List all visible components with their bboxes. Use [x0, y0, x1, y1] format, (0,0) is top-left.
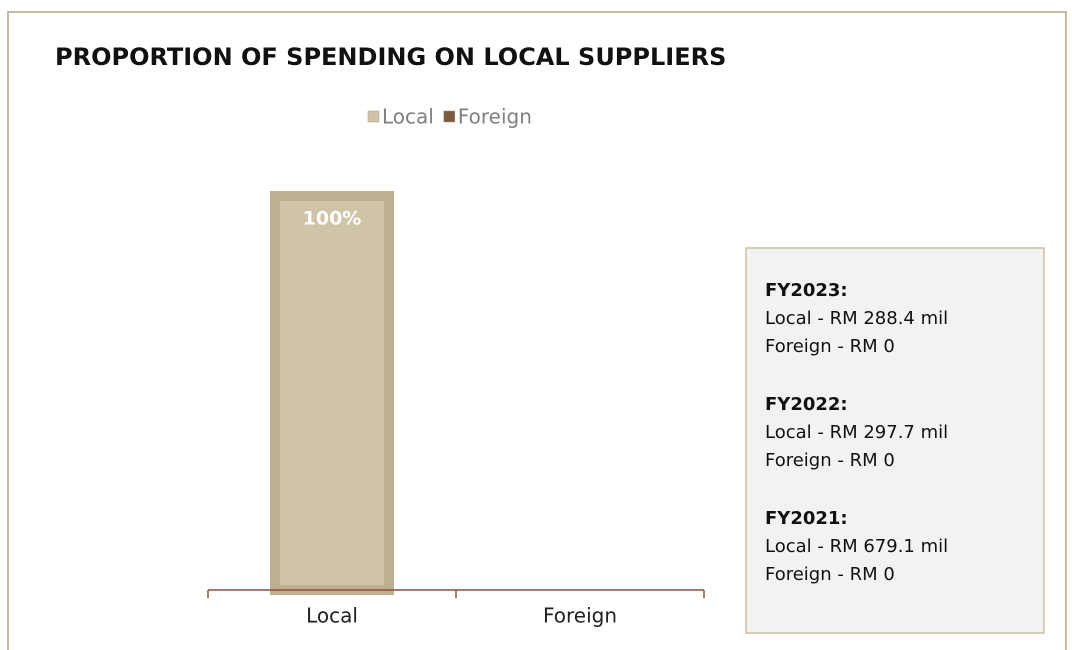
legend-swatch: [443, 110, 456, 123]
info-line: Local - RM 288.4 mil: [765, 308, 948, 329]
x-tick-label: Foreign: [543, 604, 617, 628]
info-line: Local - RM 297.7 mil: [765, 422, 948, 443]
info-line: Foreign - RM 0: [765, 336, 895, 357]
x-tick-label: Local: [306, 604, 358, 628]
info-heading: FY2022:: [765, 394, 848, 415]
legend-label: Local: [382, 105, 434, 129]
legend-label: Foreign: [458, 105, 532, 129]
info-line: Foreign - RM 0: [765, 450, 895, 471]
info-line: Foreign - RM 0: [765, 564, 895, 585]
bar: [270, 191, 394, 595]
value-label: 100%: [303, 208, 362, 230]
legend-swatch: [367, 110, 380, 123]
chart-title: PROPORTION OF SPENDING ON LOCAL SUPPLIER…: [55, 43, 726, 71]
info-heading: FY2021:: [765, 508, 848, 529]
info-heading: FY2023:: [765, 280, 848, 301]
info-box: [745, 247, 1045, 634]
frame: [7, 11, 1067, 650]
info-line: Local - RM 679.1 mil: [765, 536, 948, 557]
